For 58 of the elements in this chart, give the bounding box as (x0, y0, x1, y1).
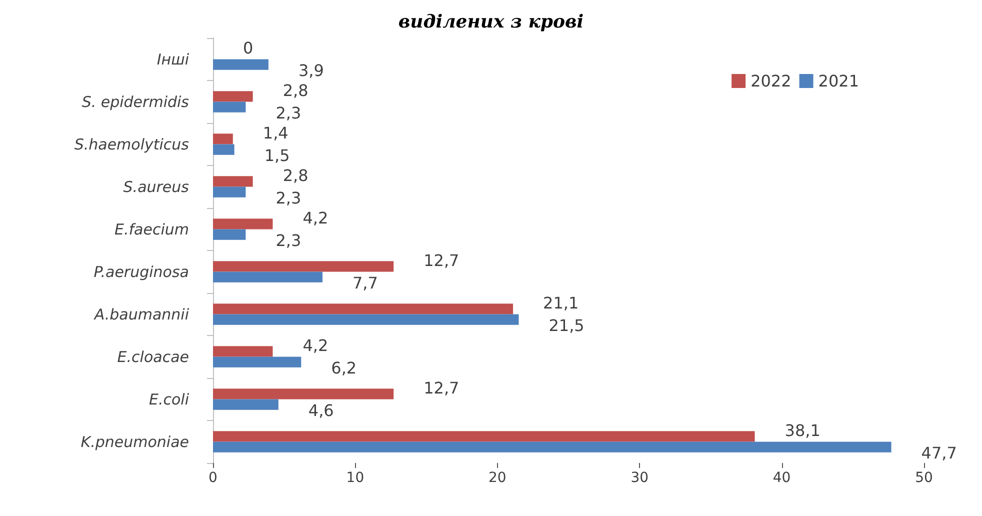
legend-label: 2021 (818, 72, 859, 90)
y-tick-label: E.coli (148, 390, 190, 408)
data-label: 4,6 (308, 401, 334, 420)
bar (213, 431, 755, 442)
bar (213, 218, 273, 230)
data-label: 2,8 (282, 80, 308, 100)
x-tick-label: 30 (630, 470, 649, 486)
bar (213, 144, 234, 155)
data-label: 4,2 (302, 336, 328, 355)
y-tick-label: S.aureus (123, 178, 190, 196)
data-label: 38,1 (784, 420, 820, 440)
y-tick-label: E.cloacae (117, 348, 189, 366)
x-tick-label: 0 (208, 470, 218, 486)
bar (213, 442, 892, 452)
bar (213, 388, 394, 400)
legend-label: 2022 (750, 72, 792, 90)
bar (213, 346, 273, 357)
bar (213, 304, 514, 314)
data-label: 6,2 (331, 358, 357, 378)
data-label: 2,3 (276, 104, 302, 123)
y-tick-label: A.baumannii (93, 305, 190, 324)
data-label: 21,1 (543, 293, 579, 312)
bar (213, 102, 246, 112)
data-label: 2,8 (282, 166, 308, 185)
bar (213, 314, 519, 325)
y-tick-label: S. epidermidis (82, 92, 190, 111)
data-label: 7,7 (352, 274, 378, 293)
data-label: 1,5 (264, 146, 290, 166)
y-tick-label: E.faecium (114, 220, 189, 238)
data-label: 4,2 (302, 208, 328, 228)
data-label: 0 (243, 38, 254, 58)
data-label: 12,7 (424, 250, 460, 270)
bar (213, 356, 302, 368)
data-label: 12,7 (424, 378, 460, 398)
bar (213, 134, 233, 144)
y-tick-label: P.aeruginosa (94, 262, 189, 281)
x-tick-label: 50 (915, 470, 933, 486)
bar (213, 399, 278, 410)
data-label: 3,9 (298, 61, 324, 80)
data-label: 2,3 (276, 231, 302, 250)
bar (213, 261, 394, 272)
data-label: 47,7 (921, 444, 957, 463)
bar (213, 91, 253, 102)
bar (213, 59, 268, 70)
data-label: 21,5 (548, 316, 584, 336)
x-tick-label: 20 (488, 470, 506, 486)
x-tick-label: 40 (772, 470, 791, 486)
data-label: 2,3 (276, 188, 302, 208)
chart-title: виділених з крові (398, 12, 584, 32)
y-tick-label: K.pneumoniae (80, 432, 189, 451)
bar (213, 176, 253, 187)
bar (213, 186, 246, 198)
y-tick-label: S.haemolyticus (74, 135, 190, 154)
data-label: 1,4 (262, 123, 288, 142)
bar (213, 229, 246, 240)
x-tick-label: 10 (346, 470, 364, 486)
bar (213, 272, 322, 282)
y-tick-label: Інші (156, 50, 190, 68)
